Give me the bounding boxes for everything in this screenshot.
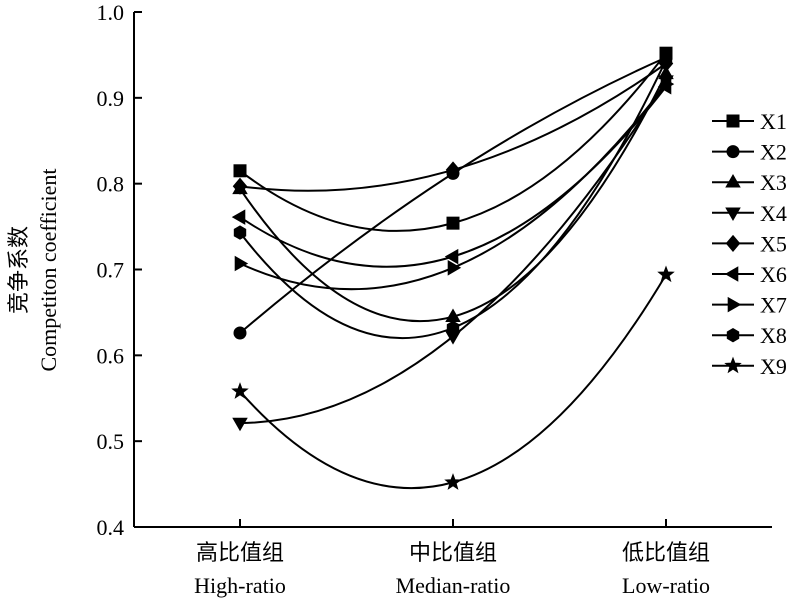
y-tick-label-3: 0.7 [97,258,125,283]
series-x8 [233,52,673,340]
y-axis-title-en: Competiton coefficient [36,168,61,371]
point-x7-2 [660,76,675,92]
legend-marker-x9 [724,356,742,374]
legend-marker-x1 [726,114,740,128]
point-x8-1 [446,320,460,336]
legend-item-x4: X4 [712,201,787,226]
legend-marker-x3 [725,173,741,188]
legend-label-x5: X5 [760,231,787,256]
legend-item-x1: X1 [712,109,787,134]
point-x8-2 [659,52,673,68]
series-x5 [232,54,674,195]
series-line-x9 [239,274,667,489]
legend-marker-x7 [727,296,742,313]
legend-label-x2: X2 [760,140,787,165]
y-axis-title-zh: 竞争系数 [7,226,32,314]
point-x7-1 [447,260,462,276]
legend-label-x7: X7 [760,293,787,318]
legend-item-x8: X8 [712,323,787,348]
legend-item-x7: X7 [712,293,787,318]
legend: X1 X2 X3 X4 X5 X6 X7 X8 X9 [712,109,787,379]
point-x1-1 [446,216,460,230]
legend-label-x1: X1 [760,109,787,134]
y-ticks: 0.4 0.5 0.6 0.7 0.8 0.9 1.0 [97,0,142,540]
category-label-zh-2: 低比值组 [622,541,710,566]
series-x7 [234,76,675,291]
legend-marker-x2 [726,145,740,159]
series-x1 [233,46,673,232]
point-x4-0 [232,417,248,432]
point-x2-0 [233,326,247,340]
point-x9-0 [231,382,249,399]
category-label-en-2: Low-ratio [622,573,710,598]
category-label-zh-0: 高比值组 [196,541,284,566]
legend-label-x9: X9 [760,354,787,379]
legend-label-x6: X6 [760,262,787,287]
y-tick-label-5: 0.9 [97,86,125,111]
point-x7-0 [234,255,249,272]
legend-item-x6: X6 [712,262,787,287]
point-x1-0 [233,164,247,178]
point-x6-0 [231,209,246,225]
x-ticks [239,519,667,527]
legend-marker-x5 [725,234,741,252]
category-labels: 高比值组 High-ratio 中比值组 Median-ratio 低比值组 L… [194,541,710,598]
y-tick-label-2: 0.6 [97,343,125,368]
series-x9 [231,265,675,490]
y-tick-label-4: 0.8 [97,172,125,197]
point-x8-0 [233,225,247,240]
point-x5-1 [445,161,461,179]
legend-marker-x6 [724,266,739,282]
category-label-en-0: High-ratio [194,573,286,598]
series-line-x8 [239,59,667,340]
legend-item-x2: X2 [712,140,787,165]
legend-marker-x4 [725,207,741,222]
category-label-en-1: Median-ratio [396,573,511,598]
series-layer [231,46,675,490]
series-line-x2 [239,56,667,334]
legend-item-x5: X5 [712,231,787,256]
axes: 0.4 0.5 0.6 0.7 0.8 0.9 1.0 [97,0,772,540]
legend-item-x9: X9 [712,354,787,379]
y-tick-label-1: 0.5 [97,429,125,454]
category-label-zh-1: 中比值组 [409,541,497,566]
series-line-x1 [239,52,667,232]
point-x5-0 [232,177,248,195]
y-axis-title: 竞争系数 Competiton coefficient [7,168,61,371]
y-tick-label-0: 0.4 [97,515,125,540]
point-x9-2 [657,265,675,283]
point-x9-1 [444,473,462,490]
legend-label-x4: X4 [760,201,787,226]
legend-label-x8: X8 [760,323,787,348]
point-x6-1 [444,248,459,265]
legend-label-x3: X3 [760,170,787,195]
legend-marker-x8 [726,328,740,343]
y-tick-label-6: 1.0 [97,0,125,25]
legend-item-x3: X3 [712,170,787,195]
